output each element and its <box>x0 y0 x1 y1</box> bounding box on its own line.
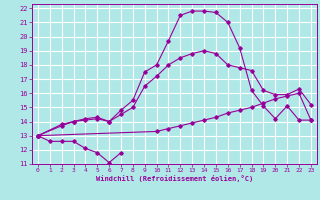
X-axis label: Windchill (Refroidissement éolien,°C): Windchill (Refroidissement éolien,°C) <box>96 175 253 182</box>
